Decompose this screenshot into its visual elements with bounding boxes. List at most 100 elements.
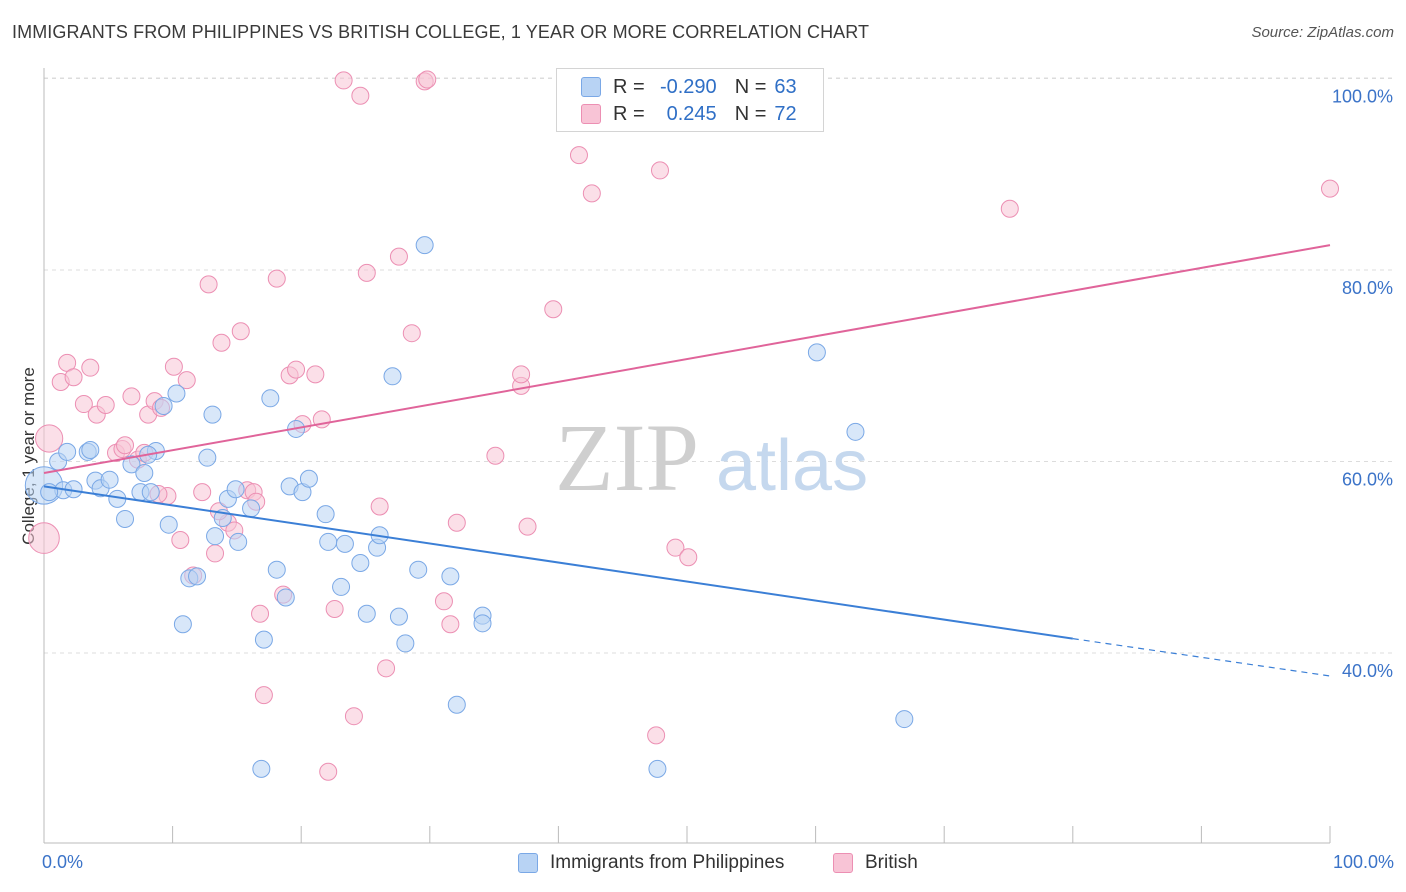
- philippines-point: [351, 553, 370, 572]
- british-point: [569, 146, 588, 165]
- y-tick-label: 100.0%: [1332, 87, 1393, 107]
- x-tick-label-min: 0.0%: [42, 852, 84, 872]
- british-point: [544, 300, 563, 319]
- british-point: [666, 538, 685, 557]
- stats-box: R = -0.290 N = 63 R = 0.245 N = 72: [556, 68, 824, 132]
- british-point: [647, 726, 666, 745]
- british-point: [116, 436, 135, 455]
- philippines-point: [58, 442, 77, 461]
- philippines-point: [261, 389, 280, 408]
- british-point: [518, 517, 537, 536]
- british-point: [206, 544, 225, 563]
- british-point: [212, 333, 231, 352]
- watermark: ZIP atlas: [555, 404, 868, 511]
- british-point: [251, 604, 270, 623]
- r-label: R =: [613, 75, 645, 98]
- british-point: [28, 522, 60, 554]
- philippines-point: [357, 604, 376, 623]
- philippines-point: [441, 567, 460, 586]
- trend-lines: [43, 244, 1331, 677]
- british-point: [447, 513, 466, 532]
- r-value: 0.245: [666, 102, 717, 125]
- british-point: [434, 592, 453, 611]
- philippines-point: [473, 614, 492, 633]
- y-tick-label: 40.0%: [1342, 661, 1393, 681]
- british-point: [287, 360, 306, 379]
- british-point: [402, 324, 421, 343]
- n-value: 63: [774, 75, 797, 98]
- n-value: 72: [774, 102, 797, 125]
- british-point: [351, 86, 370, 105]
- british-point: [319, 762, 338, 781]
- british-point: [679, 548, 698, 567]
- philippines-point: [415, 236, 434, 255]
- philippines-point: [807, 343, 826, 362]
- philippines-point: [206, 527, 225, 546]
- watermark-atlas: atlas: [716, 426, 868, 506]
- british-point: [441, 615, 460, 634]
- philippines-point: [242, 499, 261, 518]
- philippines-point: [299, 469, 318, 488]
- philippines-point: [188, 567, 207, 586]
- philippines-point: [116, 509, 135, 528]
- philippines-point: [229, 532, 248, 551]
- british-point: [199, 275, 218, 294]
- british-trend-line: [43, 244, 1331, 474]
- legend-item-philippines[interactable]: Immigrants from Philippines: [518, 852, 784, 874]
- british-point: [325, 599, 344, 618]
- philippines-trend-extension: [1072, 638, 1331, 677]
- british-point: [74, 395, 93, 414]
- philippines-point: [648, 759, 667, 778]
- british-point: [334, 71, 353, 90]
- british-point: [370, 497, 389, 516]
- british-point: [254, 686, 273, 705]
- philippines-point: [409, 560, 428, 579]
- philippines-point: [846, 422, 865, 441]
- pink-swatch: [581, 104, 601, 124]
- philippines-points: [24, 236, 914, 778]
- philippines-point: [173, 615, 192, 634]
- philippines-point: [198, 448, 217, 467]
- philippines-point: [447, 695, 466, 714]
- british-point: [231, 322, 250, 341]
- philippines-point: [319, 532, 338, 551]
- watermark-zip: ZIP: [555, 404, 699, 511]
- philippines-point: [226, 480, 245, 499]
- philippines-point: [122, 455, 141, 474]
- british-point: [377, 659, 396, 678]
- british-point: [650, 161, 669, 180]
- chart-title: IMMIGRANTS FROM PHILIPPINES VS BRITISH C…: [12, 22, 870, 42]
- british-point: [164, 357, 183, 376]
- philippines-point: [252, 759, 271, 778]
- legend-item-british[interactable]: British: [833, 852, 918, 874]
- philippines-point: [276, 588, 295, 607]
- british-point: [486, 446, 505, 465]
- philippines-point: [396, 634, 415, 653]
- british-point: [418, 70, 437, 89]
- philippines-trend-line: [43, 485, 1073, 640]
- british-point: [35, 424, 64, 453]
- philippines-point: [81, 441, 100, 460]
- british-point: [357, 263, 376, 282]
- stats-row-philippines: R = -0.290 N = 63: [557, 73, 797, 101]
- legend-blue-swatch: [518, 853, 538, 873]
- british-point: [64, 368, 83, 387]
- y-tick-label: 80.0%: [1342, 278, 1393, 298]
- philippines-point: [316, 505, 335, 524]
- philippines-point: [167, 384, 186, 403]
- blue-swatch: [581, 77, 601, 97]
- philippines-point: [267, 560, 286, 579]
- philippines-point: [895, 710, 914, 729]
- n-label: N =: [734, 75, 767, 98]
- british-point: [582, 184, 601, 203]
- n-label: N =: [734, 102, 767, 125]
- philippines-point: [254, 630, 273, 649]
- british-point: [1321, 179, 1339, 198]
- legend: Immigrants from Philippines British: [0, 852, 1406, 878]
- british-point: [344, 707, 363, 726]
- x-tick-label-max: 100.0%: [1332, 852, 1394, 872]
- philippines-point: [389, 607, 408, 626]
- y-tick-labels: 40.0% 60.0% 80.0% 100.0%: [1332, 87, 1393, 682]
- british-points: [28, 70, 1339, 781]
